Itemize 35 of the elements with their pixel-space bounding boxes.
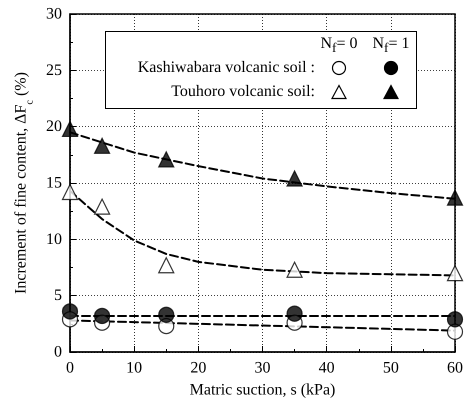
point xyxy=(286,306,303,322)
annotation: N$_{f}$= 0 xyxy=(320,35,358,56)
y-tick-label: 0 xyxy=(54,344,62,360)
x-axis-title: Matric suction, s (kPa) xyxy=(190,382,336,398)
point xyxy=(62,303,78,320)
x-tick-label: 40 xyxy=(318,360,335,376)
y-tick-label: 10 xyxy=(46,230,62,248)
y-axis-title: Increment of fine content, ΔFc (%) xyxy=(12,72,36,294)
y-tick-label: 5 xyxy=(54,287,62,304)
point xyxy=(286,170,303,187)
point xyxy=(62,120,78,138)
point xyxy=(158,306,174,323)
point xyxy=(94,138,110,154)
y-tick-label: 30 xyxy=(46,6,62,22)
point xyxy=(158,151,174,168)
annotation: N$_{f}$= 1 xyxy=(372,35,410,56)
x-tick-label: 10 xyxy=(126,360,142,376)
point xyxy=(62,184,78,200)
point xyxy=(286,262,303,278)
x-tick-label: 50 xyxy=(382,360,399,376)
point xyxy=(158,257,174,274)
y-tick-label: 15 xyxy=(46,174,62,192)
x-tick-label: 60 xyxy=(447,360,463,376)
x-tick-label: 30 xyxy=(254,360,270,376)
y-tick-label: 25 xyxy=(46,62,62,79)
legend-label: Touhoro volcanic soil: xyxy=(171,82,315,102)
x-tick-label: 0 xyxy=(66,360,74,376)
point xyxy=(446,190,464,206)
legend-label: Kashiwabara volcanic soil : xyxy=(138,58,315,78)
point xyxy=(446,311,464,328)
point xyxy=(94,308,110,324)
x-tick-label: 20 xyxy=(190,360,206,376)
point xyxy=(94,198,110,215)
point xyxy=(446,265,464,282)
y-tick-label: 20 xyxy=(46,118,62,136)
